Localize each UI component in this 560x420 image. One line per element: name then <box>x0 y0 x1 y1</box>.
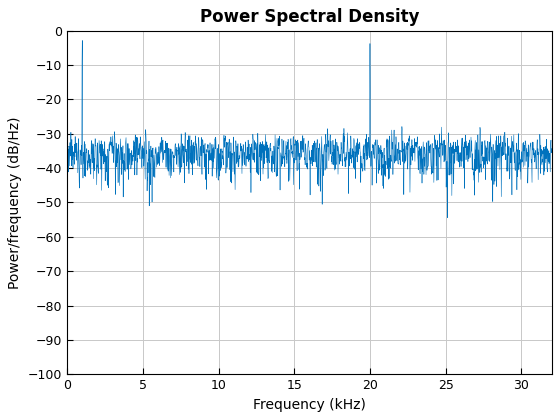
X-axis label: Frequency (kHz): Frequency (kHz) <box>253 398 366 412</box>
Y-axis label: Power/frequency (dB/Hz): Power/frequency (dB/Hz) <box>8 116 22 289</box>
Title: Power Spectral Density: Power Spectral Density <box>200 8 419 26</box>
